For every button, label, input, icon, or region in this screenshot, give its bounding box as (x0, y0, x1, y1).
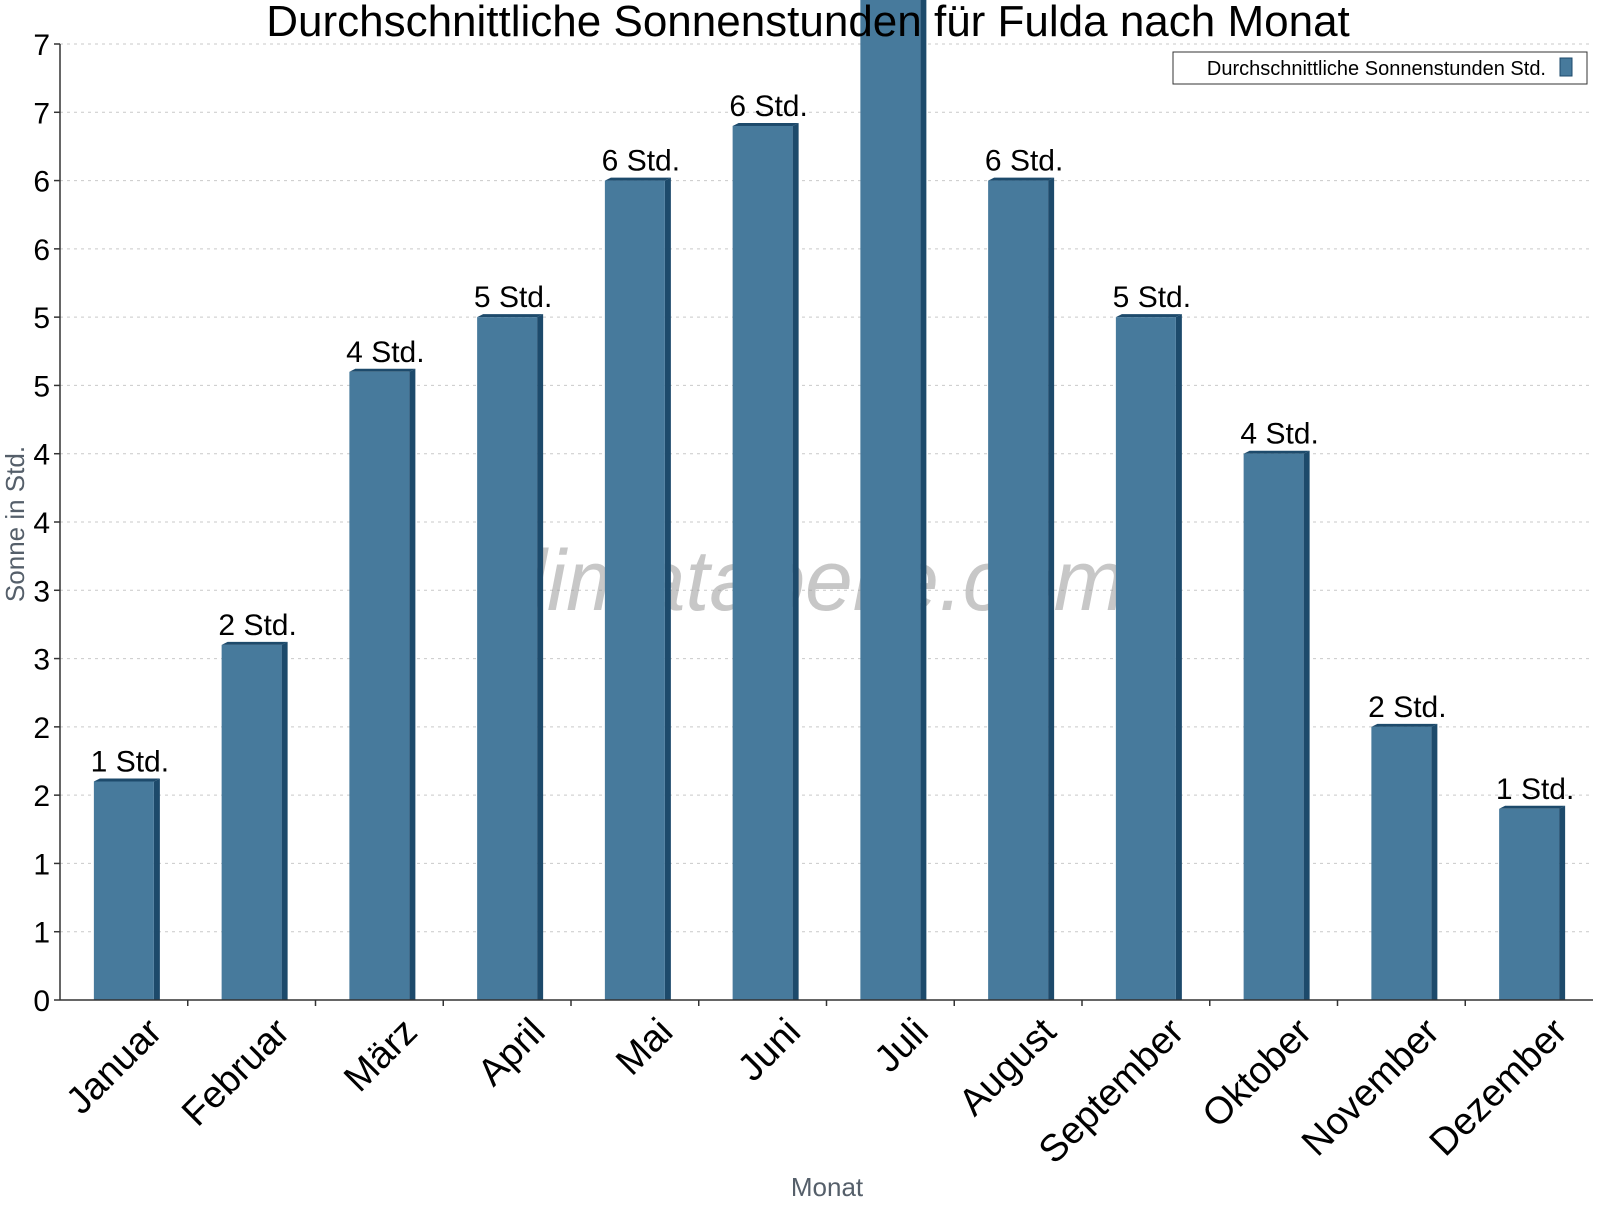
x-category-label: Dezember (1422, 1010, 1576, 1164)
bar-side (409, 368, 416, 1000)
bar-top (477, 314, 544, 318)
bar-11 (1371, 723, 1438, 1000)
x-category-label: März (336, 1011, 425, 1100)
y-tick-label: 4 (33, 439, 50, 472)
bar-top (1371, 723, 1438, 727)
data-label: 5 Std. (1113, 281, 1191, 314)
bar-4 (477, 314, 544, 1001)
bars (93, 0, 1566, 1001)
bar-front (860, 0, 921, 1001)
bar-side (1048, 177, 1055, 1001)
y-tick-label: 4 (33, 507, 50, 540)
y-tick-label: 6 (33, 166, 50, 199)
bar-front (93, 781, 154, 1000)
data-label: 6 Std. (602, 145, 680, 178)
bar-5 (604, 177, 671, 1001)
y-tick-label: 1 (33, 917, 50, 950)
bar-top (221, 641, 288, 645)
bar-side (1303, 450, 1310, 1000)
bar-3 (349, 368, 416, 1000)
bar-front (988, 180, 1049, 1001)
bar-side (920, 0, 927, 1000)
bar-front (1499, 808, 1560, 1000)
data-label: 6 Std. (985, 145, 1063, 178)
legend-swatch (1559, 57, 1573, 77)
bar-6 (732, 122, 799, 1000)
bar-1 (93, 778, 160, 1000)
data-label: 4 Std. (346, 336, 424, 369)
bar-2 (221, 641, 288, 1000)
bar-side (537, 314, 544, 1001)
legend-label: Durchschnittliche Sonnenstunden Std. (1207, 58, 1546, 80)
bar-9 (1115, 314, 1182, 1001)
chart-title: Durchschnittliche Sonnenstunden für Fuld… (266, 0, 1350, 46)
x-axis-title: Monat (791, 1172, 864, 1200)
bar-10 (1243, 450, 1310, 1000)
x-category-label: Oktober (1195, 1010, 1321, 1136)
bar-side (1175, 314, 1182, 1001)
bar-side (153, 778, 160, 1000)
bar-12 (1499, 805, 1566, 1000)
data-label: 2 Std. (1368, 691, 1446, 724)
data-label: 6 Std. (729, 90, 807, 123)
data-label: 2 Std. (218, 609, 296, 642)
data-label: 5 Std. (474, 281, 552, 314)
y-tick-label: 3 (33, 644, 50, 677)
x-category-label: November (1294, 1010, 1448, 1164)
data-label: 4 Std. (1240, 418, 1318, 451)
bar-7 (860, 0, 927, 1001)
y-tick-label: 7 (33, 97, 50, 130)
y-axis-title: Sonne in Std. (0, 446, 30, 602)
x-category-label: Juni (730, 1011, 809, 1090)
x-category-label: Februar (174, 1010, 298, 1134)
bar-top (93, 778, 160, 782)
bar-side (792, 122, 799, 1000)
y-tick-label: 0 (33, 985, 50, 1018)
bar-side (1431, 723, 1438, 1000)
bar-front (604, 180, 665, 1001)
bar-side (281, 641, 288, 1000)
bar-top (1499, 805, 1566, 809)
y-tick-label: 7 (33, 29, 50, 62)
bar-top (604, 177, 671, 181)
y-tick-label: 1 (33, 848, 50, 881)
x-axis-ticks: Januar Februar März April Mai Juni Juli AugustS… (58, 1000, 1576, 1172)
bar-front (349, 371, 410, 1000)
bar-side (1559, 805, 1566, 1000)
bar-front (1371, 726, 1432, 1000)
legend-box (1172, 51, 1588, 85)
legend: Durchschnittliche Sonnenstunden Std. (1172, 51, 1588, 85)
bar-top (988, 177, 1055, 181)
y-tick-label: 2 (33, 780, 50, 813)
y-tick-label: 3 (33, 575, 50, 608)
bar-front (732, 125, 793, 1000)
bar-front (1115, 317, 1176, 1001)
y-tick-label: 5 (33, 302, 50, 335)
x-category-label: April (470, 1011, 553, 1094)
bar-top (732, 122, 799, 126)
data-labels: 1 Std.2 Std.4 Std.5 Std.6 Std.6 Std.7 St… (91, 90, 1575, 806)
bar-top (349, 368, 416, 372)
y-tick-label: 2 (33, 712, 50, 745)
gridlines (60, 43, 1593, 933)
bar-8 (988, 177, 1055, 1001)
data-label: 1 Std. (1496, 773, 1574, 806)
bar-top (1115, 314, 1182, 318)
bar-front (1243, 453, 1304, 1000)
y-axis-ticks: 0 1 1 2 2 3 3 4 4 5 5 6 6 7 7 (33, 29, 60, 1018)
bar-side (664, 177, 671, 1001)
y-tick-label: 5 (33, 370, 50, 403)
x-category-label: Januar (58, 1010, 170, 1122)
data-label: 1 Std. (91, 745, 169, 778)
bar-front (477, 317, 538, 1001)
bar-top (1243, 450, 1310, 454)
bar-front (221, 644, 282, 1000)
x-category-label: Mai (608, 1011, 681, 1084)
y-tick-label: 6 (33, 234, 50, 267)
x-category-label: August (951, 1010, 1065, 1124)
x-category-label: Juli (867, 1011, 937, 1081)
